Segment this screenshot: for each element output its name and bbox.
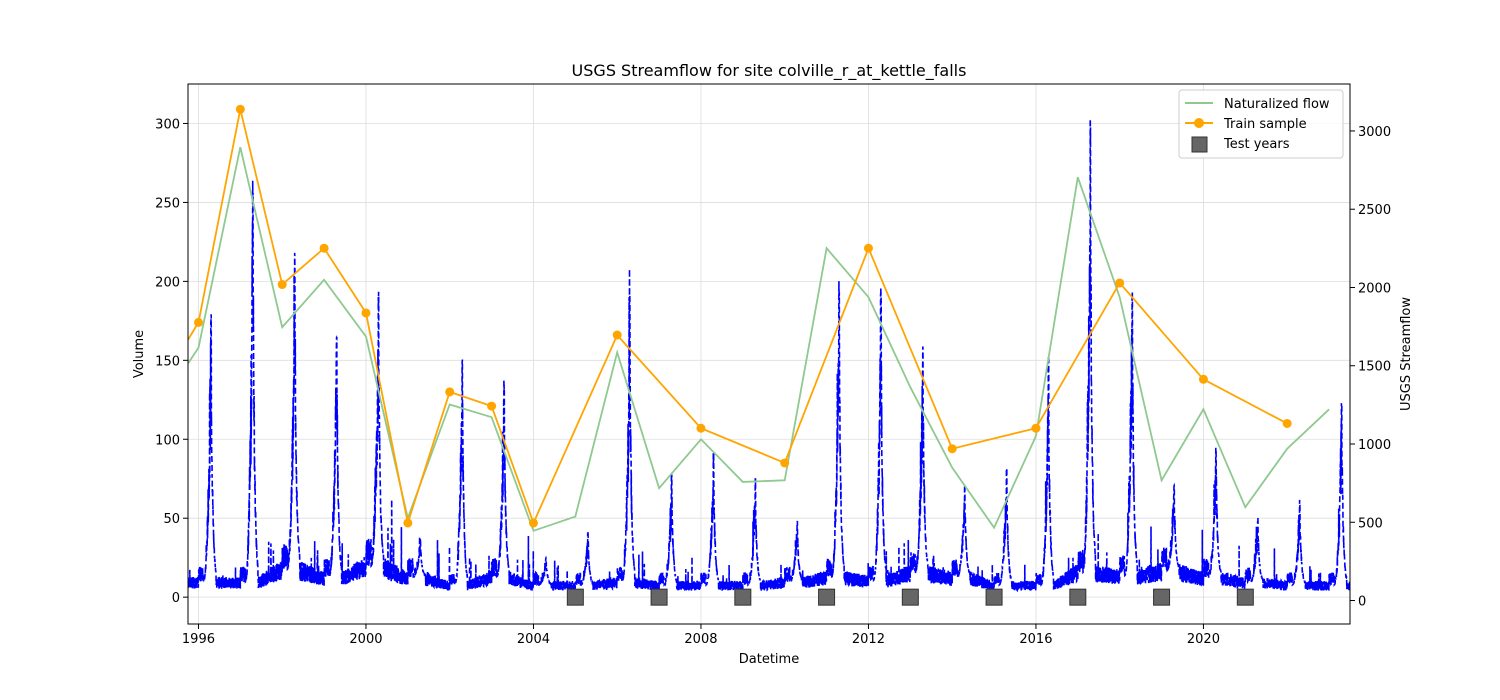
naturalized-flow-line bbox=[188, 146, 1330, 532]
y2-tick-label: 2000 bbox=[1358, 281, 1391, 296]
x-tick-label: 2008 bbox=[684, 632, 717, 647]
y-tick-label: 0 bbox=[172, 591, 180, 606]
legend: Naturalized flow Train sample Test years bbox=[1178, 89, 1344, 159]
train-sample-point bbox=[863, 243, 873, 253]
chart-title: USGS Streamflow for site colville_r_at_k… bbox=[572, 61, 967, 81]
test-year-marker bbox=[985, 588, 1003, 606]
train-sample-point bbox=[1282, 418, 1292, 428]
legend-test-label: Test years bbox=[1223, 137, 1290, 152]
y2-tick-label: 1500 bbox=[1358, 360, 1391, 375]
x-tick-label: 2016 bbox=[1019, 632, 1052, 647]
test-year-marker bbox=[901, 588, 919, 606]
train-sample-point bbox=[319, 243, 329, 253]
legend-train-marker bbox=[1194, 118, 1204, 128]
y2-tick-label: 1000 bbox=[1358, 438, 1391, 453]
y-tick-label: 250 bbox=[155, 196, 180, 211]
train-sample-point bbox=[277, 280, 287, 290]
test-year-marker bbox=[818, 588, 836, 606]
y-axis-right: 0 500 1000 1500 2000 2500 3000 bbox=[1350, 125, 1391, 610]
y2-tick-label: 500 bbox=[1358, 516, 1383, 531]
y2-tick-label: 3000 bbox=[1358, 125, 1391, 140]
train-sample-point bbox=[235, 104, 245, 114]
train-sample-point bbox=[403, 518, 413, 528]
train-sample-point bbox=[696, 423, 706, 433]
y-axis-left: 0 50 100 150 200 250 300 bbox=[155, 117, 188, 606]
test-year-marker bbox=[650, 588, 668, 606]
y2-axis-label: USGS Streamflow bbox=[1399, 297, 1414, 411]
x-tick-label: 1996 bbox=[182, 632, 215, 647]
legend-test-swatch bbox=[1191, 136, 1208, 153]
train-sample-point bbox=[1115, 278, 1125, 288]
y-tick-label: 200 bbox=[155, 275, 180, 290]
y2-tick-label: 2500 bbox=[1358, 203, 1391, 218]
plot-frame bbox=[187, 83, 1351, 625]
test-year-marker bbox=[1153, 588, 1171, 606]
y-tick-label: 100 bbox=[155, 433, 180, 448]
train-sample-point bbox=[780, 458, 790, 468]
y-tick-label: 50 bbox=[163, 512, 180, 527]
x-tick-label: 2004 bbox=[517, 632, 550, 647]
train-sample-point bbox=[361, 308, 371, 318]
x-tick-label: 2000 bbox=[349, 632, 382, 647]
train-sample-point bbox=[445, 387, 455, 397]
train-sample-point bbox=[612, 330, 622, 340]
test-year-marker bbox=[1069, 588, 1087, 606]
train-sample-point bbox=[1198, 374, 1208, 384]
x-tick-label: 2012 bbox=[852, 632, 885, 647]
x-tick-label: 2020 bbox=[1187, 632, 1220, 647]
y-tick-label: 300 bbox=[155, 117, 180, 132]
train-sample-point bbox=[487, 401, 497, 411]
legend-naturalized-label: Naturalized flow bbox=[1224, 97, 1330, 112]
series-layer bbox=[188, 104, 1350, 606]
test-year-marker bbox=[734, 588, 752, 606]
test-year-marker bbox=[1236, 588, 1254, 606]
plot-area bbox=[188, 104, 1350, 606]
y-tick-label: 150 bbox=[155, 354, 180, 369]
y-axis-label: Volume bbox=[132, 330, 147, 378]
train-sample-point bbox=[193, 317, 203, 327]
legend-train-label: Train sample bbox=[1223, 117, 1307, 132]
train-sample-point bbox=[1031, 423, 1041, 433]
train-sample-point bbox=[947, 444, 957, 454]
train-sample-point bbox=[528, 518, 538, 528]
x-axis-label: Datetime bbox=[739, 652, 799, 667]
x-axis: 1996 2000 2004 2008 2012 2016 2020 bbox=[182, 624, 1220, 647]
y2-tick-label: 0 bbox=[1358, 595, 1366, 610]
legend-box bbox=[1178, 89, 1344, 159]
test-year-marker bbox=[566, 588, 584, 606]
usgs-streamflow-line bbox=[188, 118, 1350, 593]
